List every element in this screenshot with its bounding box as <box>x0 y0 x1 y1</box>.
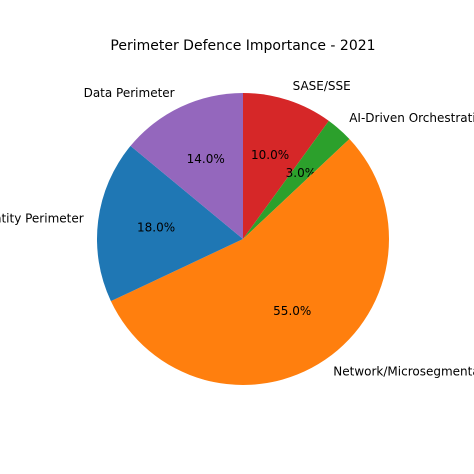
pie-slice <box>243 93 329 239</box>
slice-label: Data Perimeter <box>84 86 175 100</box>
slice-label: Network/Microsegmentation <box>333 364 474 378</box>
value-label: 55.0% <box>273 304 311 318</box>
chart-title: Perimeter Defence Importance - 2021 <box>110 38 375 54</box>
pie-slice <box>243 120 350 239</box>
pie-slice <box>110 139 390 386</box>
slice-label: Identity Perimeter <box>0 211 84 225</box>
slice-label: SASE/SSE <box>293 79 351 93</box>
pie-slice <box>96 145 243 302</box>
pie-slice <box>130 93 243 239</box>
value-label: 10.0% <box>251 148 289 162</box>
value-label: 14.0% <box>187 152 225 166</box>
value-label: 3.0% <box>286 166 317 180</box>
value-label: 18.0% <box>137 221 175 235</box>
slice-label: AI-Driven Orchestration <box>349 111 474 125</box>
